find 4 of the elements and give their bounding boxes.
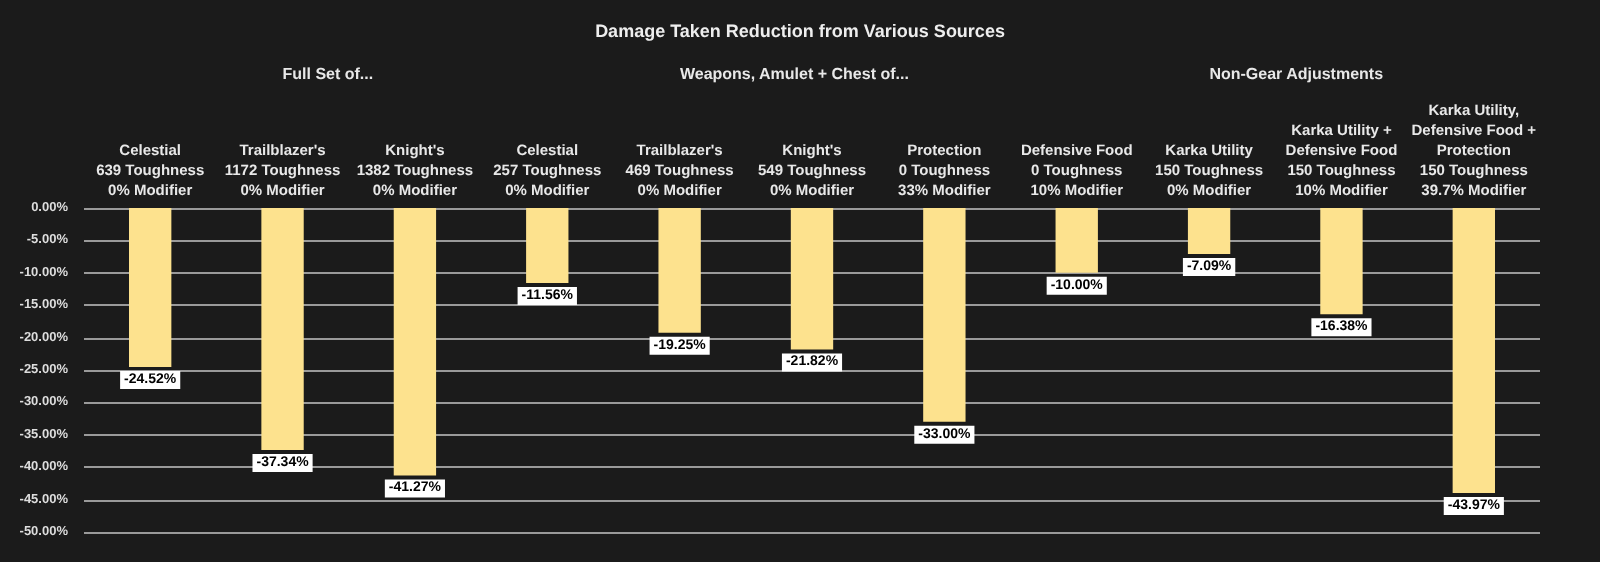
text: Non-Gear Adjustments xyxy=(1209,65,1385,83)
text: Weapons, Amulet + Chest of... xyxy=(679,65,909,83)
chart-title: Damage Taken Reduction from Various Sources xyxy=(595,21,1005,41)
text: Full Set of... xyxy=(282,65,374,83)
